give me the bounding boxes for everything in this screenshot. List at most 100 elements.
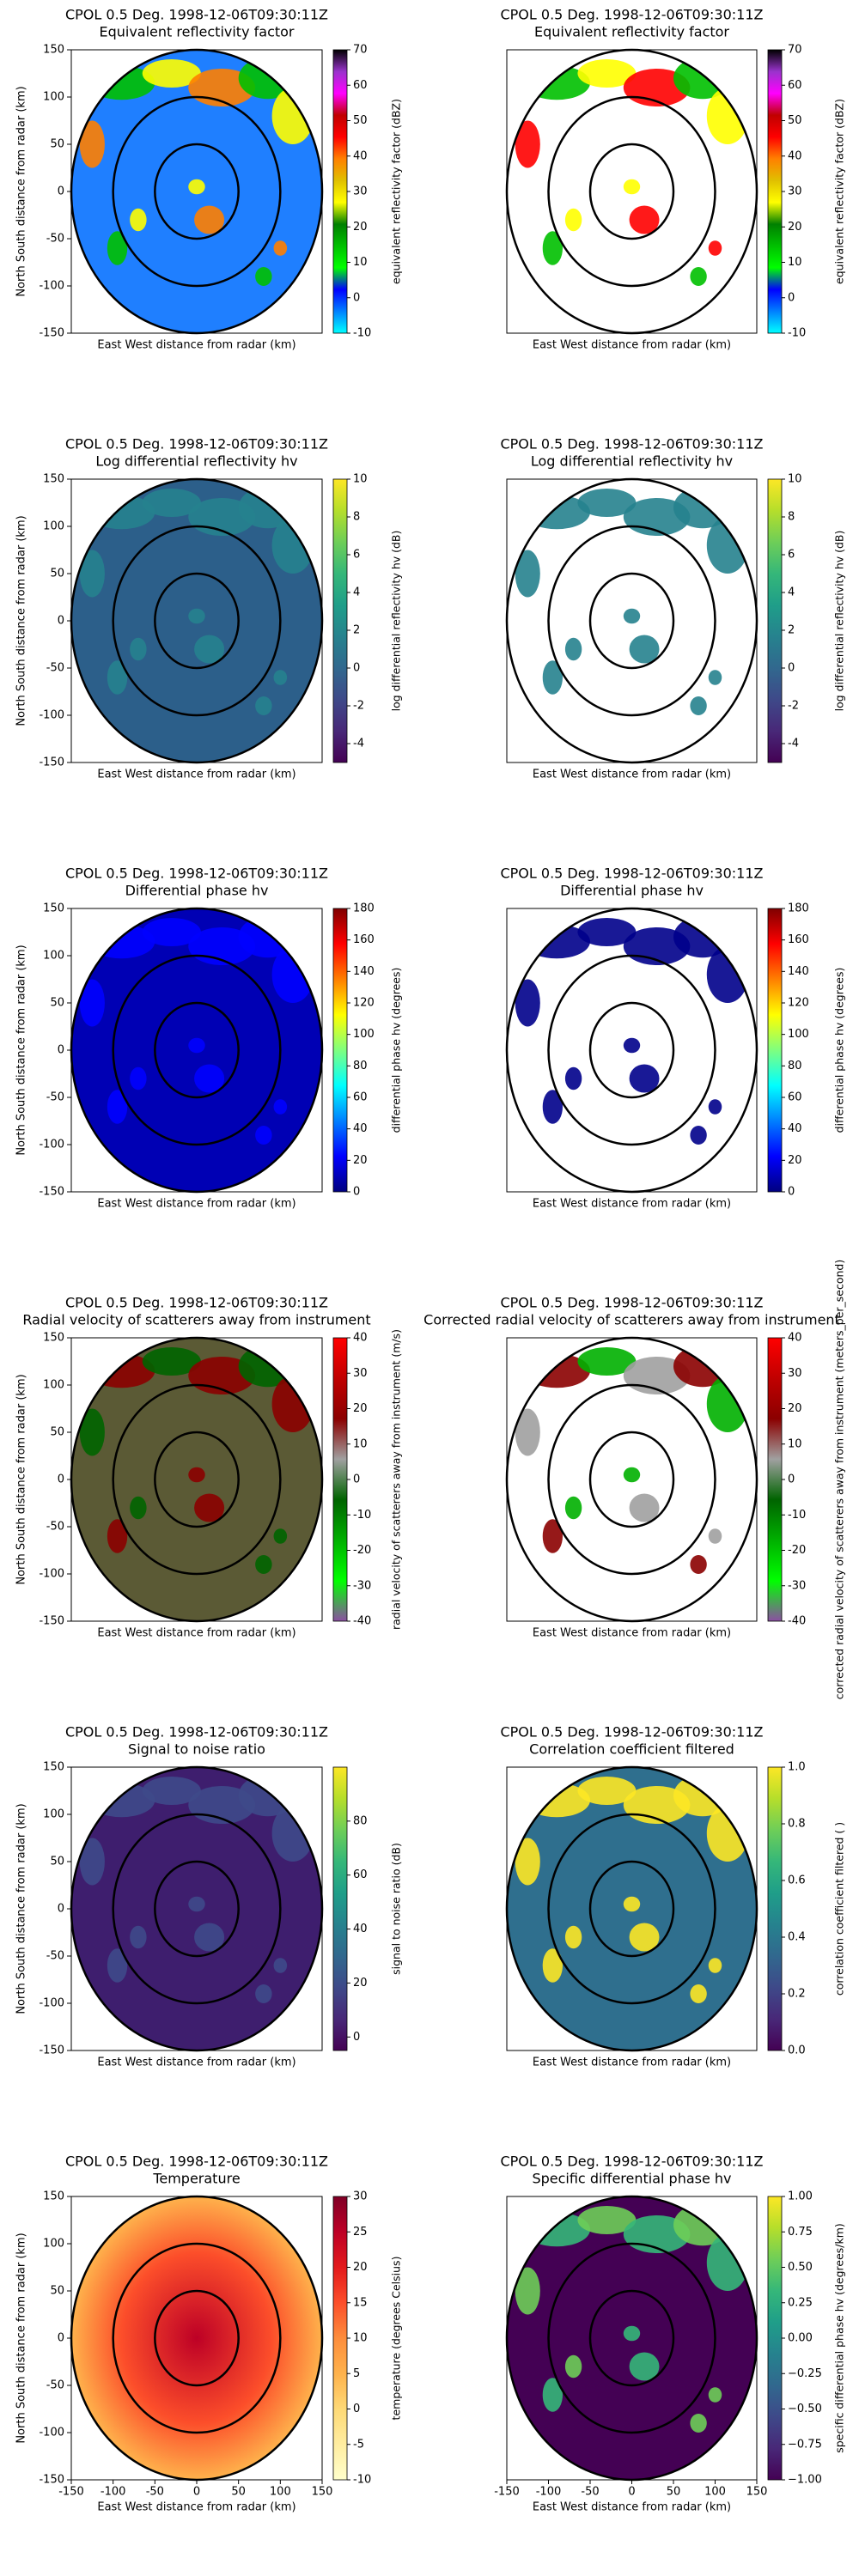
radar-image [507,479,757,762]
chart-title: CPOL 0.5 Deg. 1998-12-06T09:30:11Z [65,866,328,882]
colorbar-tick-label: 50 [788,114,802,127]
chart-title: CPOL 0.5 Deg. 1998-12-06T09:30:11Z [500,1724,763,1741]
colorbar-label: equivalent reflectivity factor (dBZ) [833,99,846,284]
colorbar-tick-label: 0 [353,1473,360,1486]
colorbar-label: specific differential phase hv (degrees/… [833,2223,846,2453]
range-ring [112,95,282,288]
radar-echo [273,670,288,685]
colorbar-tick-label: 60 [353,79,368,92]
y-tick-label: -150 [39,2474,64,2487]
radar-echo [255,1126,272,1145]
y-axis-label: North South distance from radar (km) [15,945,28,1155]
colorbar-tick-label: -5 [353,2438,364,2451]
x-tick-label: -100 [536,2486,562,2499]
radar-echo [238,1345,297,1388]
radar-echo [577,918,637,946]
radar-echo [107,231,128,265]
colorbar-tick-label: 30 [353,1367,368,1380]
range-ring [112,1813,282,2005]
range-ring [588,1001,675,1099]
colorbar [767,908,783,1193]
colorbar [332,49,348,334]
radar-echo [188,1467,205,1483]
radar-echo [515,120,540,168]
y-tick-label: -150 [39,1186,64,1199]
colorbar-tick-label: 40 [353,1923,368,1935]
colorbar-tick-label: 0 [353,662,360,675]
radar-echo [673,486,732,529]
radar-image [71,1338,322,1621]
colorbar-tick-label: 0.75 [788,2226,813,2239]
radar-echo [708,1099,722,1115]
y-tick-label: -100 [39,2427,64,2439]
radar-echo [188,179,205,195]
colorbar-label: correlation coefficient filtered ( ) [833,1822,846,1996]
y-tick-label: 0 [58,185,64,198]
radar-echo [271,517,314,574]
colorbar-tick-label: −0.75 [788,2438,822,2451]
colorbar-tick-label: -40 [788,1615,806,1628]
radar-echo [79,1408,105,1456]
x-tick-label: 0 [193,2486,200,2499]
colorbar-tick-label: 15 [353,2296,368,2309]
range-ring [588,2289,675,2387]
colorbar-tick-label: −0.25 [788,2367,822,2380]
x-axis-label: East West distance from radar (km) [533,339,731,352]
y-tick-label: -150 [39,327,64,340]
x-axis-label: East West distance from radar (km) [97,2501,295,2514]
radar-echo [623,1037,641,1054]
radar-echo [708,1958,722,1973]
colorbar-tick-label: 0.4 [788,1931,806,1944]
radar-echo [255,267,272,286]
plot-frame [506,1337,758,1622]
colorbar-tick-label: 120 [353,997,375,1010]
colorbar-tick-label: -10 [353,1509,371,1522]
radar-echo [79,120,105,168]
colorbar-label: signal to noise ratio (dB) [390,1843,403,1975]
radar-echo [542,660,563,695]
colorbar-tick-label: 0.2 [788,1988,806,2001]
colorbar-tick-label: 60 [788,79,802,92]
chart-subtitle: Log differential reflectivity hv [95,453,297,470]
radar-echo [238,57,297,100]
y-tick-label: 100 [43,520,64,533]
colorbar-tick-label: 10 [788,473,802,486]
colorbar-tick-label: 0.25 [788,2296,813,2309]
range-ring [112,954,282,1146]
radar-echo [142,59,201,88]
colorbar-tick-label: 6 [353,549,360,562]
radar-echo [107,1090,128,1124]
y-tick-label: 150 [43,1332,64,1345]
radar-echo [79,1838,105,1886]
y-tick-label: 100 [43,91,64,104]
radar-echo [706,88,749,144]
y-tick-label: 150 [43,902,64,915]
chart-title: CPOL 0.5 Deg. 1998-12-06T09:30:11Z [500,436,763,453]
colorbar-tick-label: 50 [353,114,368,127]
colorbar [332,908,348,1193]
chart-title: CPOL 0.5 Deg. 1998-12-06T09:30:11Z [65,7,328,23]
colorbar-tick-label: 0 [788,662,795,675]
y-tick-label: -50 [46,1950,64,1963]
radar-echo [673,2203,732,2246]
chart-subtitle: Differential phase hv [560,883,704,899]
radar-echo [271,1376,314,1432]
x-tick-label: 100 [704,2486,726,2499]
colorbar [767,2196,783,2481]
radar-echo [706,946,749,1003]
radar-echo [188,1896,205,1912]
radar-echo [623,1467,641,1483]
colorbar-tick-label: 30 [353,185,368,198]
radar-echo [690,1126,707,1145]
y-tick-label: 100 [43,1808,64,1821]
colorbar-tick-label: 20 [353,1402,368,1415]
x-axis-label: East West distance from radar (km) [97,1627,295,1640]
y-axis-label: North South distance from radar (km) [15,2233,28,2443]
range-ring [154,143,240,240]
radar-echo [564,1496,582,1520]
radar-echo [142,489,201,517]
radar-echo [623,179,641,195]
radar-echo [629,1923,660,1952]
colorbar-tick-label: 10 [788,256,802,269]
colorbar-tick-label: 40 [353,1332,368,1345]
